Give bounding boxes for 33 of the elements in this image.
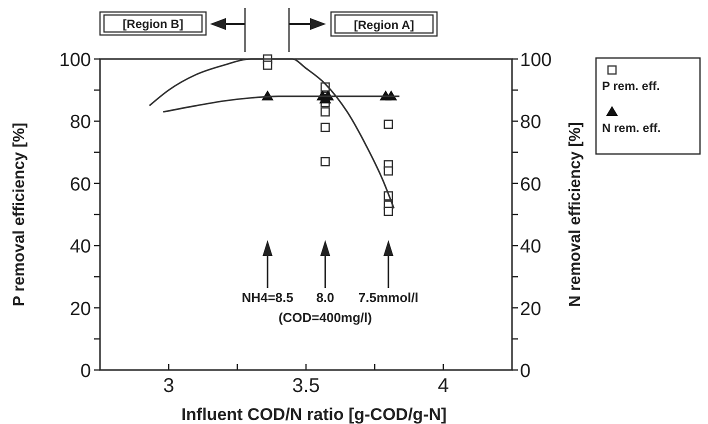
y2-tick-label: 80 bbox=[520, 112, 542, 134]
y2-tick-label: 60 bbox=[520, 174, 542, 196]
point bbox=[384, 166, 394, 176]
text: [Region A] bbox=[354, 18, 414, 32]
point bbox=[320, 107, 330, 117]
annotation: 7.5mmol/l bbox=[358, 290, 418, 305]
y-axis-title: P removal efficiency [%] bbox=[11, 122, 28, 306]
y-tick-label: 40 bbox=[70, 236, 91, 258]
y2-tick-label: 20 bbox=[520, 298, 542, 320]
x-axis-title: Influent COD/N ratio [g-COD/g-N] bbox=[181, 405, 447, 424]
legend-label: P rem. eff. bbox=[602, 79, 660, 93]
point bbox=[384, 120, 394, 129]
legend-label: N rem. eff. bbox=[602, 121, 661, 135]
y-tick-label: 100 bbox=[59, 50, 91, 71]
annotation: (COD=400mg/l) bbox=[278, 310, 372, 325]
y-tick-label: 80 bbox=[70, 112, 91, 134]
annotation: NH4=8.5 bbox=[242, 290, 294, 305]
x-tick-label: 4 bbox=[438, 375, 449, 397]
annotation: 8.0 bbox=[316, 290, 334, 305]
point bbox=[262, 60, 272, 70]
y-tick-label: 60 bbox=[70, 174, 91, 196]
y2-tick-label: 40 bbox=[520, 236, 542, 258]
y-tick-label: 20 bbox=[70, 298, 91, 320]
y2-axis-title: N removal efficiency [%] bbox=[567, 122, 584, 307]
y2-tick-label: 0 bbox=[520, 361, 531, 382]
x-tick-label: 3 bbox=[163, 375, 174, 397]
text: [Region B] bbox=[122, 17, 184, 31]
y-tick-label: 0 bbox=[80, 361, 91, 382]
point bbox=[320, 156, 330, 166]
point bbox=[320, 122, 330, 132]
y2-tick-label: 100 bbox=[520, 50, 552, 71]
x-tick-label: 3.5 bbox=[292, 375, 320, 397]
point bbox=[384, 206, 394, 216]
